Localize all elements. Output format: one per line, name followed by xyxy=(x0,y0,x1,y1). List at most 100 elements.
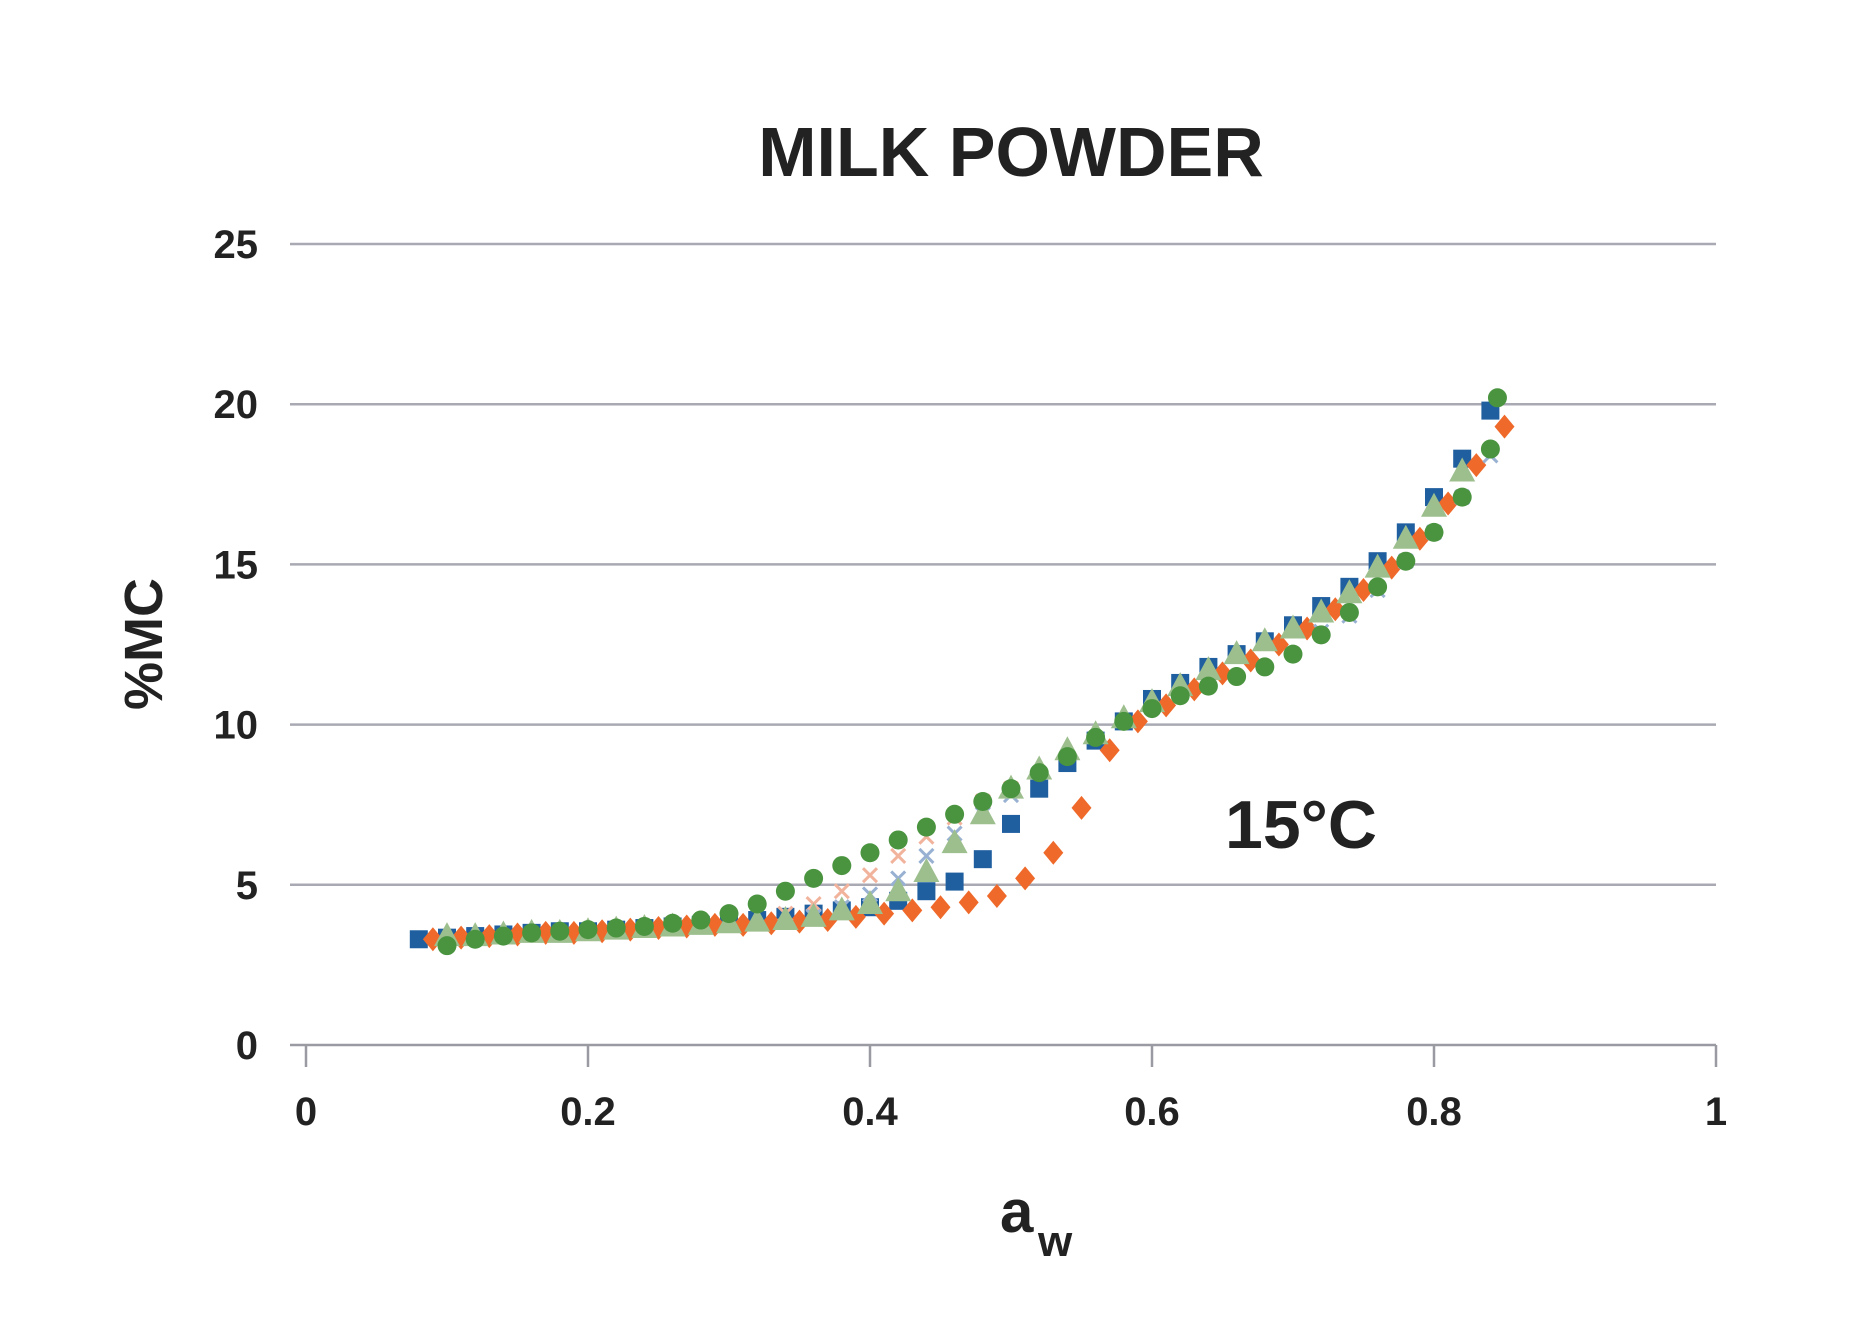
data-point xyxy=(1086,727,1106,747)
x-tick-label: 0.4 xyxy=(842,1090,898,1134)
data-point xyxy=(913,857,940,882)
data-point xyxy=(832,856,852,876)
y-tick-label: 5 xyxy=(236,864,258,908)
data-point xyxy=(1283,644,1303,664)
data-point xyxy=(747,894,767,914)
x-tick-label: 0.2 xyxy=(560,1090,616,1134)
data-point xyxy=(1449,457,1476,482)
temperature-annotation: 15°C xyxy=(1225,787,1377,863)
y-axis-label: %MC xyxy=(114,578,174,710)
data-point xyxy=(1311,625,1331,645)
data-point xyxy=(888,830,908,850)
y-tick-labels: 0 5 10 15 20 25 xyxy=(214,223,259,1068)
data-point xyxy=(1195,656,1222,681)
data-point xyxy=(578,920,598,940)
data-point xyxy=(1099,738,1120,763)
chart-title: MILK POWDER xyxy=(758,113,1264,191)
data-point xyxy=(1339,602,1359,622)
data-point xyxy=(744,907,771,932)
data-point xyxy=(437,936,457,956)
x-tick-labels: 0 0.2 0.4 0.6 0.8 1 xyxy=(295,1090,1727,1134)
series-4 xyxy=(805,447,1499,925)
data-point xyxy=(1057,747,1077,767)
data-point xyxy=(1487,388,1507,408)
data-point xyxy=(1421,492,1447,517)
data-point xyxy=(973,850,992,869)
data-point xyxy=(1280,614,1306,639)
data-point xyxy=(1043,840,1064,865)
data-point xyxy=(861,867,879,884)
x-axis-label-subscript: w xyxy=(1037,1217,1073,1266)
data-point xyxy=(1368,577,1388,597)
data-point xyxy=(522,923,542,943)
data-point xyxy=(1227,667,1247,687)
data-point xyxy=(1308,598,1335,623)
data-point xyxy=(1170,686,1190,706)
data-point xyxy=(1030,779,1049,798)
x-axis-label: a xyxy=(1000,1178,1034,1245)
y-tick-label: 0 xyxy=(236,1024,258,1068)
data-point xyxy=(1364,553,1391,578)
data-point xyxy=(941,829,968,854)
y-tick-label: 10 xyxy=(214,704,259,748)
data-point xyxy=(958,890,979,915)
data-point xyxy=(719,904,739,924)
data-point xyxy=(634,916,654,936)
data-point xyxy=(1336,579,1363,604)
data-point xyxy=(1494,414,1515,439)
data-point xyxy=(930,895,951,920)
data-point xyxy=(860,843,880,863)
data-point xyxy=(800,902,827,927)
data-point xyxy=(606,918,626,938)
series-6 xyxy=(437,388,1507,956)
data-point xyxy=(969,800,996,825)
data-point xyxy=(409,930,428,949)
data-point xyxy=(1114,711,1134,731)
data-point xyxy=(1452,487,1472,507)
data-point xyxy=(493,926,513,946)
data-point xyxy=(1001,779,1021,799)
data-point xyxy=(1223,640,1250,665)
series-1 xyxy=(409,401,1500,949)
data-point xyxy=(828,896,855,921)
data-point xyxy=(973,791,993,811)
series-2 xyxy=(422,414,1515,952)
data-point xyxy=(1325,597,1346,622)
y-tick-label: 25 xyxy=(214,223,259,267)
gridlines xyxy=(290,242,1718,1067)
data-point xyxy=(986,884,1007,909)
data-point xyxy=(1392,524,1419,549)
data-point xyxy=(945,872,964,891)
data-point xyxy=(1198,676,1218,696)
data-point xyxy=(945,804,965,824)
data-point xyxy=(691,910,711,930)
data-point xyxy=(1071,795,1092,820)
data-point xyxy=(1002,814,1020,833)
data-point xyxy=(918,847,935,865)
data-point xyxy=(772,906,799,931)
data-point xyxy=(1251,627,1278,652)
data-point xyxy=(465,929,485,949)
y-tick-label: 20 xyxy=(214,383,259,427)
x-tick-label: 0.6 xyxy=(1124,1090,1180,1134)
data-point xyxy=(1480,439,1500,459)
data-point xyxy=(1353,578,1374,603)
data-point xyxy=(857,890,883,915)
data-point xyxy=(1029,763,1049,783)
data-points xyxy=(409,388,1515,956)
data-point xyxy=(833,883,850,900)
data-point xyxy=(885,877,912,902)
data-point xyxy=(1015,866,1036,891)
x-tick-label: 0 xyxy=(295,1090,317,1134)
data-point xyxy=(1255,657,1275,677)
data-point xyxy=(917,882,936,901)
x-tick-label: 1 xyxy=(1705,1090,1727,1134)
data-point xyxy=(1142,699,1162,719)
data-point xyxy=(902,898,923,923)
data-point xyxy=(550,921,570,941)
x-tick-label: 0.8 xyxy=(1406,1090,1462,1134)
data-point xyxy=(804,868,824,888)
data-point xyxy=(775,881,795,901)
data-point xyxy=(1466,453,1487,478)
